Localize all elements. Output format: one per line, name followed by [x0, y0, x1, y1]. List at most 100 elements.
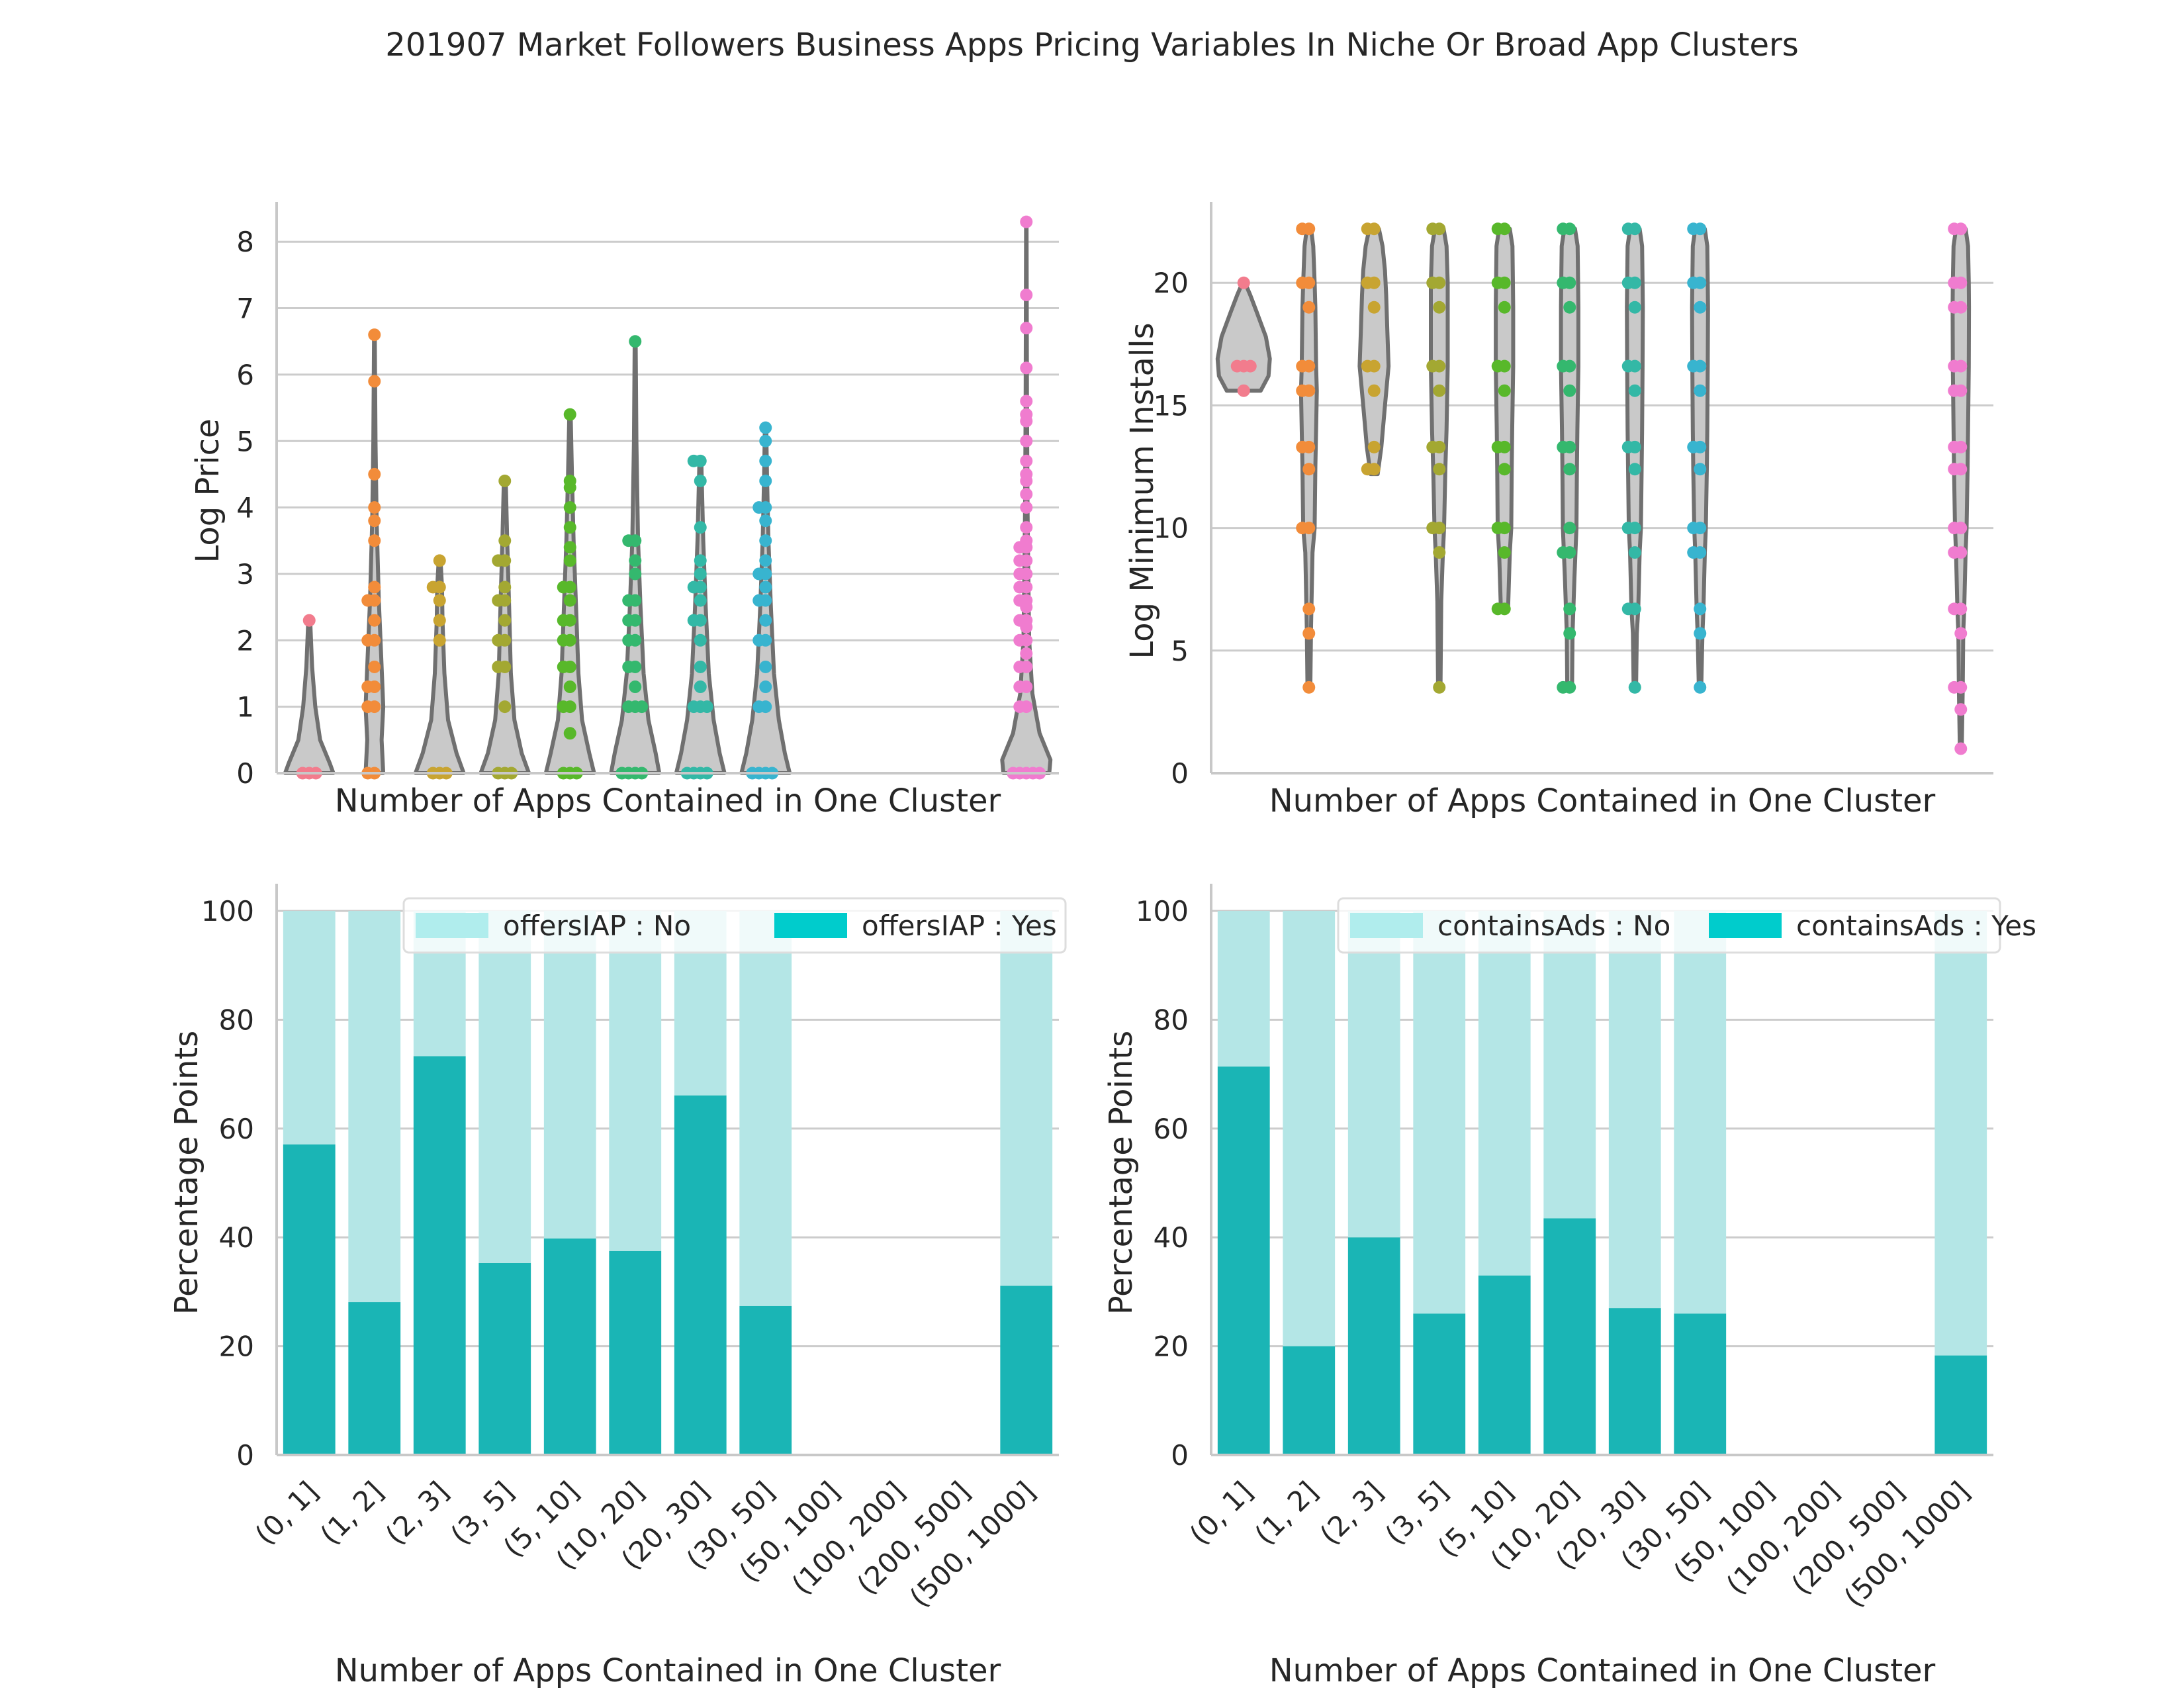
violin-body	[1559, 226, 1580, 690]
bar-segment-no	[543, 911, 596, 1239]
strip-point	[1948, 222, 1961, 236]
strip-point	[498, 614, 512, 627]
strip-point	[368, 581, 381, 594]
strip-point	[563, 408, 576, 421]
strip-point	[1296, 384, 1309, 397]
strip-point	[1296, 522, 1309, 535]
violin-body	[478, 479, 531, 775]
strip-point	[433, 594, 446, 607]
strip-point	[622, 594, 635, 607]
strip-point	[1433, 384, 1446, 397]
y-tick-label: 0	[236, 1439, 254, 1472]
x-tick-label: (2, 3]	[1314, 1475, 1389, 1550]
legend-swatch-yes	[1709, 913, 1782, 938]
y-tick-label: 20	[219, 1331, 254, 1363]
strip-point	[752, 700, 766, 714]
bar-segment-no	[1217, 911, 1270, 1067]
strip-point	[1020, 408, 1033, 421]
strip-point	[1296, 222, 1309, 236]
log-min-installs-violin-panel: 0 5 10 15 20 Number of Apps Contained in One …	[1124, 202, 1993, 820]
bar-segment-yes	[413, 1056, 466, 1455]
strip-point	[694, 554, 707, 567]
violin-body	[543, 412, 596, 775]
bar-segment-yes	[1000, 1286, 1053, 1455]
strip-point	[1433, 463, 1446, 476]
strip-point	[1694, 602, 1707, 616]
strip-point	[1563, 522, 1576, 535]
strip-point	[563, 501, 576, 514]
bar-segment-yes	[1478, 1275, 1531, 1455]
strip-point	[622, 633, 635, 647]
bar-segment-yes	[543, 1238, 596, 1455]
strip-point	[1948, 301, 1961, 314]
y-tick-label: 20	[1154, 267, 1189, 299]
strip-point	[1237, 276, 1250, 289]
legend-label-no: containsAds : No	[1437, 910, 1670, 942]
strip-point	[759, 581, 772, 594]
strip-point	[368, 660, 381, 673]
legend-box	[402, 897, 1067, 954]
strip-point	[687, 581, 700, 594]
strip-point	[1020, 467, 1033, 481]
violin-body	[1429, 226, 1450, 690]
strip-point	[1563, 301, 1576, 314]
strip-point	[1013, 680, 1026, 694]
legend-label-yes: containsAds : Yes	[1796, 910, 2036, 942]
strip-point	[1013, 633, 1026, 647]
strip-point	[1621, 359, 1635, 373]
strip-point	[368, 614, 381, 627]
strip-point	[1020, 647, 1033, 660]
strip-point	[1230, 359, 1244, 373]
strip-point	[629, 335, 642, 348]
strip-point	[1302, 301, 1316, 314]
strip-point	[368, 467, 381, 481]
y-tick-label: 40	[1154, 1221, 1189, 1254]
strip-point	[557, 581, 570, 594]
y-tick-label: 2	[236, 624, 254, 657]
bar-segment-no	[1000, 911, 1053, 1286]
strip-point	[1948, 463, 1961, 476]
strip-point	[1563, 602, 1576, 616]
strip-point	[752, 594, 766, 607]
strip-point	[492, 660, 505, 673]
strip-point	[1433, 301, 1446, 314]
x-axis-label: Number of Apps Contained in One Cluster	[335, 1652, 1001, 1688]
strip-point	[759, 614, 772, 627]
strip-point	[1621, 440, 1635, 453]
strip-point	[1367, 384, 1381, 397]
strip-point	[1013, 660, 1026, 673]
strip-point	[759, 474, 772, 487]
strip-point	[1948, 359, 1961, 373]
strip-point	[1433, 546, 1446, 559]
strip-point	[1948, 602, 1961, 616]
strip-point	[1426, 522, 1439, 535]
y-tick-label: 0	[1171, 757, 1189, 790]
bar-segment-no	[1674, 911, 1727, 1314]
strip-point	[694, 680, 707, 694]
strip-point	[622, 700, 635, 714]
strip-point	[759, 660, 772, 673]
strip-point	[1621, 522, 1635, 535]
y-tick-label: 10	[1154, 512, 1189, 545]
legend-label-no: offersIAP : No	[503, 910, 691, 942]
strip-point	[563, 554, 576, 567]
strip-point	[687, 454, 700, 467]
strip-point	[1020, 215, 1033, 228]
strip-point	[1491, 522, 1504, 535]
legend-swatch-yes	[774, 913, 847, 938]
bar-segment-yes	[739, 1305, 792, 1455]
strip-point	[759, 534, 772, 547]
y-tick-label: 80	[219, 1004, 254, 1036]
bar-segment-no	[739, 911, 792, 1306]
strip-point	[759, 434, 772, 447]
strip-point	[1302, 602, 1316, 616]
strip-point	[1557, 276, 1570, 289]
bar-segment-no	[609, 911, 662, 1251]
strip-point	[1020, 501, 1033, 514]
strip-point	[635, 700, 649, 714]
y-tick-label: 20	[1154, 1331, 1189, 1363]
strip-point	[1361, 463, 1374, 476]
y-tick-label: 1	[236, 691, 254, 724]
bar-segment-no	[1413, 911, 1466, 1314]
